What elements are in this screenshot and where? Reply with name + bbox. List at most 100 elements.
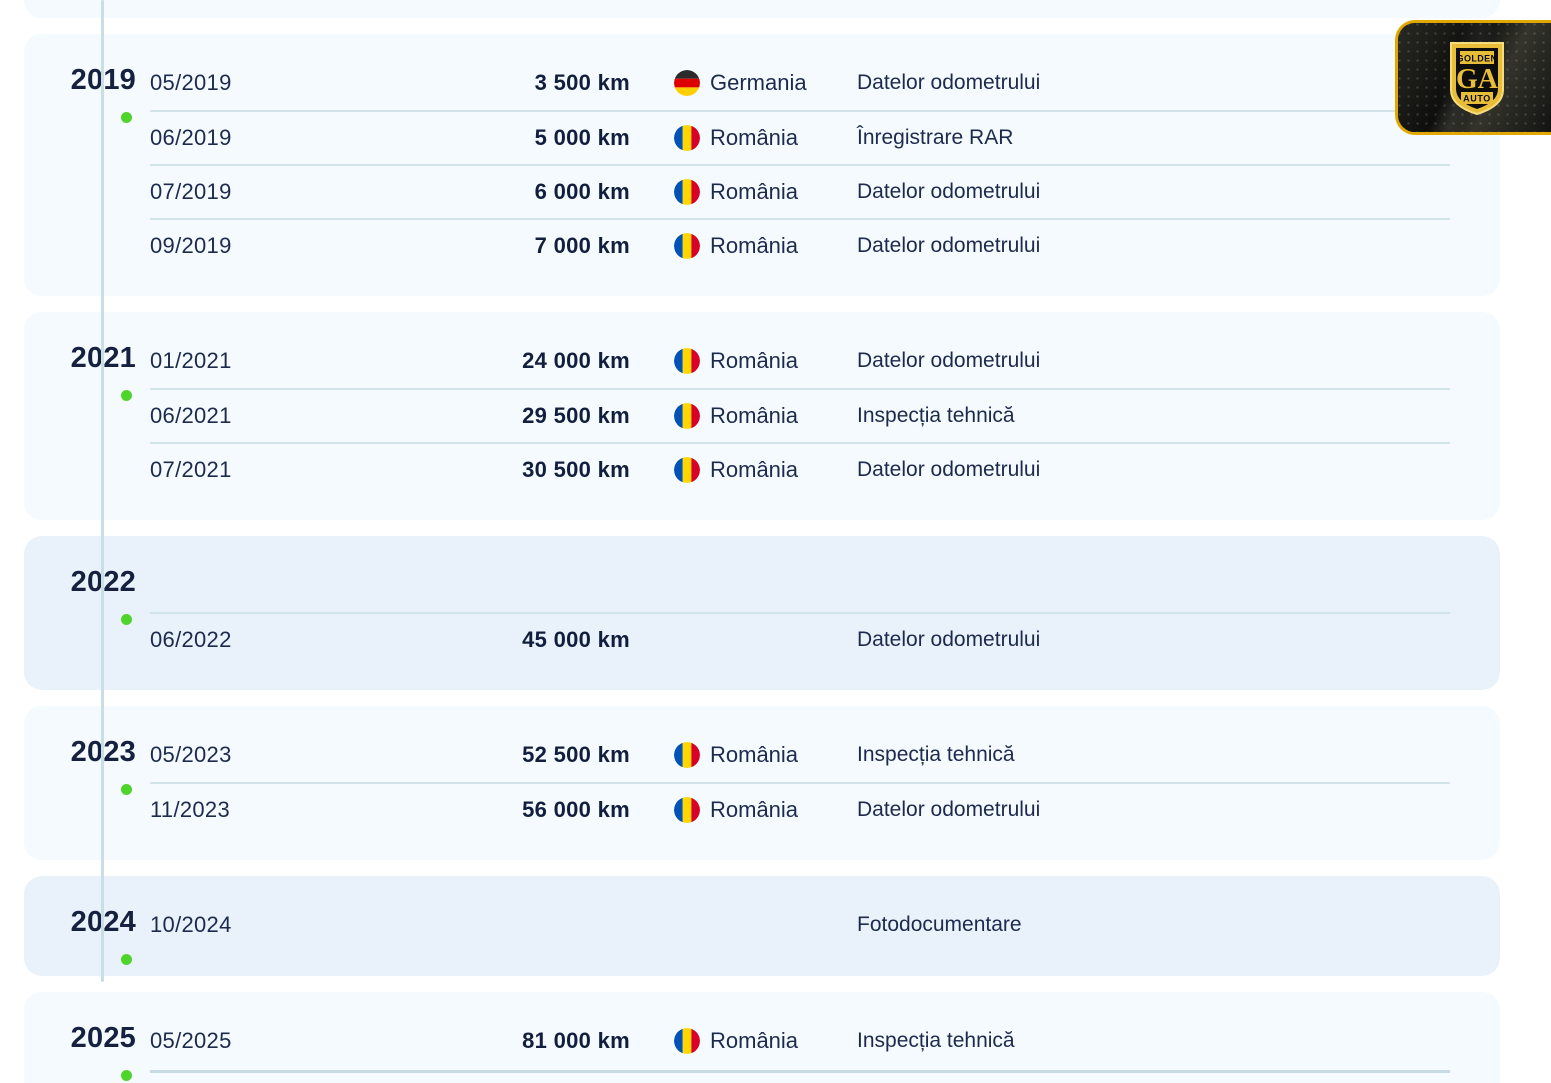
row-event: Datelor odometrului <box>857 234 1041 257</box>
row-event: Inspecția tehnică <box>857 1029 1015 1052</box>
row-country <box>650 627 835 653</box>
row-event: Datelor odometrului <box>857 458 1041 481</box>
row-event: Datelor odometrului <box>857 180 1041 203</box>
event-row-group: 05/2023 52 500 km România Inspecția tehnică… <box>24 706 1500 860</box>
row-date: 01/2021 <box>150 348 232 373</box>
timeline-dot <box>121 784 132 795</box>
table-row[interactable]: 10/2024 Fotodocumentare <box>150 898 1450 952</box>
row-date: 09/2019 <box>150 233 232 258</box>
row-country-label: România <box>710 1028 799 1053</box>
table-row[interactable]: 06/2022 45 000 km Datelor odometrului <box>150 612 1450 666</box>
flag-romania-icon <box>674 797 700 823</box>
flag-placeholder-icon <box>674 912 700 938</box>
flag-romania-icon <box>674 179 700 205</box>
row-event: Inspecția tehnică <box>857 404 1015 427</box>
row-country: România <box>650 125 835 151</box>
table-row[interactable]: 07/2019 6 000 km România Datelor odometrulu… <box>150 164 1450 218</box>
card-gap <box>0 976 1551 992</box>
row-event: Datelor odometrului <box>857 628 1041 651</box>
golden-auto-crest-icon: GOLDEN GA AUTO <box>1449 41 1504 115</box>
crest-monogram: GA <box>1456 64 1499 95</box>
table-row[interactable]: 01/2021 24 000 km România Datelor odometrul… <box>150 334 1450 388</box>
row-odometer: 6 000 km <box>534 179 630 204</box>
row-event: Datelor odometrului <box>857 71 1041 94</box>
row-country: România <box>650 233 835 259</box>
golden-auto-brand-badge: GOLDEN GA AUTO <box>1395 20 1551 135</box>
card-gap <box>0 296 1551 312</box>
row-date: 10/2024 <box>150 912 232 937</box>
timeline-dot <box>121 112 132 123</box>
timeline-spine <box>101 0 104 982</box>
table-row[interactable]: 09/2019 7 000 km România Datelor odometrulu… <box>150 218 1450 272</box>
card-gap <box>0 520 1551 536</box>
row-odometer: 29 500 km <box>522 403 630 428</box>
row-date: 06/2022 <box>150 627 232 652</box>
table-row[interactable]: 05/2023 52 500 km România Inspecția tehnică <box>150 728 1450 782</box>
crest-top-text: GOLDEN <box>1456 53 1497 63</box>
table-row[interactable]: 11/2023 56 000 km România Datelor odometrul… <box>150 782 1450 836</box>
row-date: 05/2019 <box>150 70 232 95</box>
year-label: 2025 <box>70 1022 136 1054</box>
row-event: Datelor odometrului <box>857 349 1041 372</box>
row-country: România <box>650 403 835 429</box>
row-country-label: România <box>710 348 799 373</box>
table-row[interactable]: 07/2021 30 500 km România Datelor odometrul… <box>150 442 1450 496</box>
year-card-2025: 2025 05/2025 81 000 km România Inspecția teh… <box>24 992 1500 1083</box>
card-gap <box>0 690 1551 706</box>
flag-romania-icon <box>674 233 700 259</box>
row-odometer: 30 500 km <box>522 457 630 482</box>
row-date: 07/2021 <box>150 457 232 482</box>
row-event: Înregistrare RAR <box>857 126 1014 149</box>
flag-romania-icon <box>674 348 700 374</box>
timeline-dot <box>121 1070 132 1081</box>
row-odometer: 7 000 km <box>534 233 630 258</box>
row-date: 05/2025 <box>150 1028 232 1053</box>
timeline-dot <box>121 614 132 625</box>
row-country-label: România <box>710 403 799 428</box>
table-row[interactable]: 06/2021 29 500 km România Inspecția tehnică <box>150 388 1450 442</box>
row-event: Fotodocumentare <box>857 913 1022 936</box>
event-row-group: 05/2019 3 500 km Germania Datelor odometrul… <box>24 34 1500 296</box>
year-card-clipped-top <box>24 0 1500 18</box>
row-country: România <box>650 457 835 483</box>
row-odometer: 45 000 km <box>522 627 630 652</box>
row-country-label: România <box>710 233 799 258</box>
row-country <box>650 572 835 598</box>
table-row[interactable]: 05/2019 3 500 km Germania Datelor odometrul… <box>150 56 1450 110</box>
row-country <box>650 912 835 938</box>
row-odometer: 3 500 km <box>534 70 630 95</box>
timeline-dot <box>121 954 132 965</box>
table-row[interactable] <box>150 558 1450 612</box>
event-row-group: 01/2021 24 000 km România Datelor odometrul… <box>24 312 1500 520</box>
row-country: Germania <box>650 70 835 96</box>
row-country: România <box>650 348 835 374</box>
flag-romania-icon <box>674 742 700 768</box>
flag-romania-icon <box>674 1028 700 1054</box>
card-gap <box>0 18 1551 34</box>
flag-placeholder-icon <box>674 572 700 598</box>
row-event: Inspecția tehnică <box>857 743 1015 766</box>
table-row[interactable]: 05/2025 81 000 km România Inspecția tehnică <box>150 1014 1450 1068</box>
row-date: 11/2023 <box>150 797 230 822</box>
row-date: 06/2019 <box>150 125 232 150</box>
row-country: România <box>650 797 835 823</box>
timeline-dot <box>121 390 132 401</box>
flag-romania-icon <box>674 403 700 429</box>
row-country-label: România <box>710 125 799 150</box>
row-date: 05/2023 <box>150 742 232 767</box>
row-country-label: Germania <box>710 70 807 95</box>
flag-romania-icon <box>674 125 700 151</box>
row-date: 06/2021 <box>150 403 232 428</box>
event-row-group: 05/2025 81 000 km România Inspecția tehnică <box>24 992 1500 1083</box>
table-row[interactable]: 06/2019 5 000 km România Înregistrare RAR <box>150 110 1450 164</box>
row-country-label: România <box>710 742 799 767</box>
row-country-label: România <box>710 179 799 204</box>
row-odometer: 81 000 km <box>522 1028 630 1053</box>
row-odometer: 24 000 km <box>522 348 630 373</box>
